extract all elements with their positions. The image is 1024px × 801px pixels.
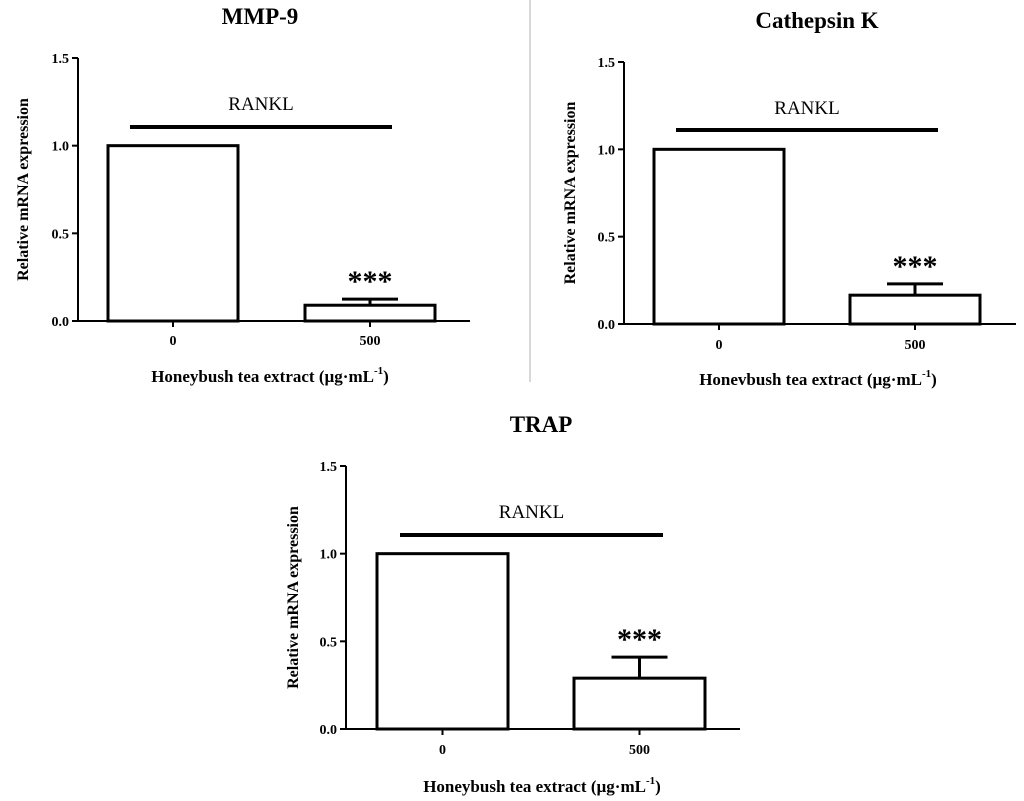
chart-title: Cathepsin K (755, 8, 878, 33)
rankl-annotation: RANKL (774, 98, 839, 119)
y-tick-label: 0.0 (52, 315, 70, 330)
x-axis-label-superscript: -1 (922, 368, 931, 380)
x-axis-label: Honeybush tea extract (µg·mL-1) (423, 775, 661, 796)
x-tick-label: 500 (905, 338, 926, 353)
y-tick-label: 0.5 (598, 231, 616, 246)
y-axis-label: Relative mRNA expression (562, 102, 579, 285)
y-tick-label: 1.5 (598, 56, 616, 71)
x-axis-label-superscript: -1 (374, 365, 383, 377)
chart-title: TRAP (510, 412, 573, 437)
y-tick-label: 0.0 (320, 723, 338, 738)
y-tick-label: 1.0 (598, 143, 616, 158)
x-tick-label: 0 (439, 743, 446, 758)
x-axis-label-text: Honevbush tea extract (µg·mL (699, 370, 922, 389)
x-tick-label: 0 (170, 334, 177, 349)
y-tick-label: 1.5 (320, 460, 338, 475)
x-tick-label: 0 (716, 338, 723, 353)
bar-500 (848, 293, 982, 326)
y-tick-label: 0.0 (598, 318, 616, 333)
y-tick-label: 1.5 (52, 52, 70, 67)
y-tick-label: 0.5 (52, 227, 70, 242)
x-axis-label-superscript: -1 (646, 775, 655, 787)
x-axis-label-text: Honeybush tea extract (µg·mL (151, 367, 374, 386)
y-axis-label: Relative mRNA expression (15, 98, 32, 281)
bar-500 (572, 676, 707, 731)
x-tick-label: 500 (629, 743, 650, 758)
x-tick-label: 500 (360, 334, 381, 349)
bar-0 (652, 147, 786, 326)
chart-title: MMP-9 (222, 4, 299, 29)
x-axis-label: Honevbush tea extract (µg·mL-1) (699, 368, 937, 389)
bar-0 (375, 552, 510, 731)
x-axis-label-close: ) (655, 777, 661, 796)
x-axis-label-text: Honeybush tea extract (µg·mL (423, 777, 646, 796)
bar-0 (106, 144, 240, 323)
y-tick-label: 1.0 (320, 548, 338, 563)
x-axis-label-close: ) (383, 367, 389, 386)
rankl-annotation: RANKL (499, 502, 564, 523)
chart-panel-2: Cathepsin K Relative mRNA expression 0.0 0.… (562, 8, 1016, 389)
y-tick-label: 1.0 (52, 140, 70, 155)
x-axis-label-close: ) (931, 370, 937, 389)
significance-marker: *** (348, 265, 393, 298)
chart-panel-3: TRAP Relative mRNA expression 0.0 0.5 1.0 1.5… (285, 412, 740, 796)
bar-500 (303, 303, 437, 323)
rankl-annotation: RANKL (228, 94, 293, 115)
significance-marker: *** (893, 250, 938, 283)
significance-marker: *** (617, 623, 662, 656)
y-axis-label: Relative mRNA expression (285, 506, 302, 689)
chart-panel-1: MMP-9 Relative mRNA expression 0.0 0.5 1.0 1.… (15, 4, 470, 386)
y-tick-label: 0.5 (320, 635, 338, 650)
x-axis-label: Honeybush tea extract (µg·mL-1) (151, 365, 389, 386)
